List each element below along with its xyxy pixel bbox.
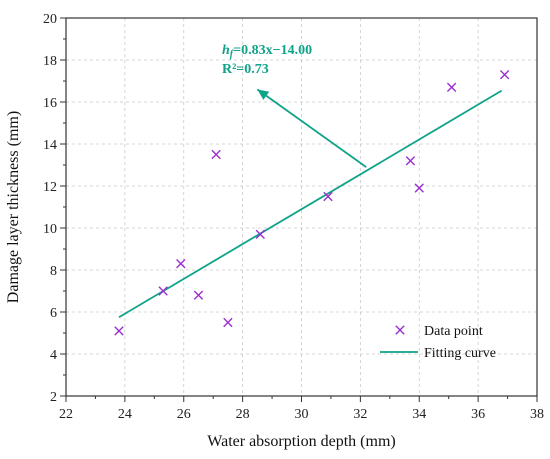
marker-stroke xyxy=(223,317,233,328)
r-squared-label: R²=0.73 xyxy=(222,62,269,77)
marker-stroke xyxy=(114,326,124,336)
x-tick-label: 26 xyxy=(177,407,191,422)
fitting-curve-line xyxy=(118,89,503,319)
x-tick-label: 34 xyxy=(412,407,426,422)
data-point-marker xyxy=(323,191,333,202)
y-tick-label: 6 xyxy=(50,306,57,321)
marker-stroke xyxy=(255,229,265,239)
equation-rest: =0.83x−14.00 xyxy=(233,43,312,58)
equation-h: h xyxy=(222,43,230,58)
annotation-arrow-head xyxy=(257,89,270,100)
annotation-arrow-shaft xyxy=(256,88,367,168)
y-tick-label: 4 xyxy=(50,348,57,363)
marker-stroke xyxy=(446,82,457,92)
y-tick-label: 16 xyxy=(43,96,57,111)
data-point-marker xyxy=(255,229,265,239)
legend-label-data-point: Data point xyxy=(424,324,483,339)
marker-stroke xyxy=(323,191,333,202)
x-tick-label: 38 xyxy=(530,407,544,422)
series-layer xyxy=(114,70,510,336)
fit-equation: hf=0.83x−14.00 xyxy=(222,43,312,60)
data-point-marker xyxy=(176,259,186,269)
grid-lines xyxy=(66,18,537,396)
x-tick-label: 28 xyxy=(236,407,250,422)
y-tick-label: 8 xyxy=(50,264,57,279)
marker-stroke xyxy=(499,70,510,80)
data-point-marker xyxy=(499,70,510,80)
data-point-marker xyxy=(223,317,233,328)
fit-annotation: hf=0.83x−14.00 R²=0.73 xyxy=(222,43,367,168)
marker-stroke xyxy=(193,290,204,300)
x-tick-label: 36 xyxy=(471,407,485,422)
marker-stroke xyxy=(176,259,186,269)
marker-stroke xyxy=(395,325,405,335)
data-point-marker xyxy=(211,149,221,160)
data-point-marker xyxy=(405,156,416,166)
y-tick-label: 12 xyxy=(43,180,57,195)
data-point-marker xyxy=(414,183,424,193)
x-axis: 22 24 26 28 30 32 34 36 38 xyxy=(59,396,544,422)
data-point-marker xyxy=(446,82,457,92)
equation-sub: f xyxy=(230,49,235,60)
x-tick-label: 30 xyxy=(295,407,309,422)
x-tick-label: 24 xyxy=(118,407,132,422)
marker-stroke xyxy=(414,183,424,193)
data-point-marker xyxy=(193,290,204,300)
legend-marker-data-point xyxy=(395,325,405,335)
marker-stroke xyxy=(158,286,168,296)
marker-stroke xyxy=(211,149,221,160)
y-tick-label: 2 xyxy=(50,390,57,405)
y-tick-label: 18 xyxy=(43,54,57,69)
legend: Data point Fitting curve xyxy=(380,324,496,361)
x-tick-label: 22 xyxy=(59,407,73,422)
x-axis-title: Water absorption depth (mm) xyxy=(207,433,395,450)
y-axis-title: Damage layer thickness (mm) xyxy=(5,111,22,303)
y-tick-label: 14 xyxy=(43,138,57,153)
data-point-marker xyxy=(158,286,168,296)
data-point-marker xyxy=(114,326,124,336)
legend-label-fitting-curve: Fitting curve xyxy=(424,346,496,361)
y-axis: 2 4 6 8 10 12 14 16 18 20 xyxy=(43,12,66,405)
y-tick-label: 20 xyxy=(43,12,57,27)
y-tick-label: 10 xyxy=(43,222,57,237)
marker-stroke xyxy=(405,156,416,166)
x-tick-label: 32 xyxy=(353,407,367,422)
